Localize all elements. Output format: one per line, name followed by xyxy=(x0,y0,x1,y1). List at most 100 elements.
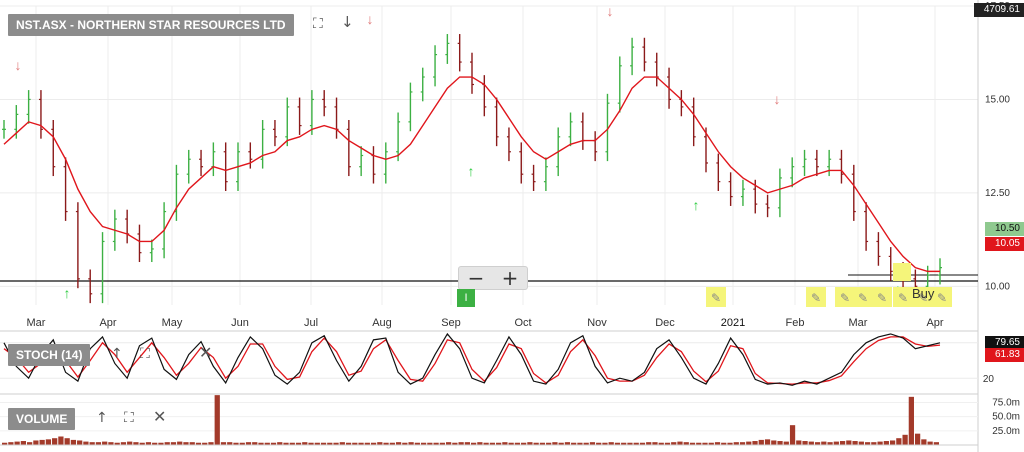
expand-icon[interactable]: ⛶ xyxy=(124,410,134,426)
volume-bar xyxy=(652,442,658,445)
volume-bar xyxy=(671,442,677,445)
y-tick-label: 15.00 xyxy=(985,94,1010,105)
volume-bar xyxy=(383,442,389,445)
last-price-tag: 10.50 xyxy=(984,222,1024,236)
volume-bar xyxy=(796,440,802,445)
volume-bar xyxy=(458,442,464,445)
chart-title: NST.ASX - NORTHERN STAR RESOURCES LTD xyxy=(8,14,294,36)
volume-bar xyxy=(120,442,127,445)
volume-bar xyxy=(364,442,370,445)
volume-bar xyxy=(308,442,314,445)
volume-bar xyxy=(127,441,133,445)
marker-i[interactable]: I xyxy=(457,289,475,307)
volume-bar xyxy=(83,441,89,445)
x-tick-label: Oct xyxy=(514,317,531,329)
expand-icon[interactable]: ⛶ xyxy=(140,346,150,362)
x-tick-label: Jun xyxy=(231,317,249,329)
x-tick-label: Dec xyxy=(655,317,675,329)
pencil-icon xyxy=(893,287,913,307)
volume-bar xyxy=(270,442,277,445)
volume-bar xyxy=(883,441,889,445)
volume-bar xyxy=(358,442,364,445)
volume-bar xyxy=(339,442,345,445)
volume-bar xyxy=(533,442,539,445)
price-panel-bg xyxy=(0,6,978,305)
volume-bar xyxy=(152,442,158,445)
volume-y-label: 25.0m xyxy=(992,426,1020,437)
volume-bar xyxy=(402,442,408,445)
x-tick-label: Sep xyxy=(441,317,461,329)
volume-bar xyxy=(727,442,733,445)
volume-bar xyxy=(64,438,70,445)
volume-bar xyxy=(802,441,808,445)
volume-bar xyxy=(627,442,633,445)
volume-bar xyxy=(20,441,27,445)
volume-bar xyxy=(658,442,664,445)
volume-y-label: 75.0m xyxy=(992,398,1020,409)
pencil-glyph: ✎ xyxy=(858,291,868,305)
volume-bar xyxy=(233,442,239,445)
volume-bar xyxy=(577,442,583,445)
stoch-k-line xyxy=(3,332,941,386)
volume-bar xyxy=(921,439,927,445)
volume-bar xyxy=(214,395,220,445)
volume-bar xyxy=(708,442,714,445)
volume-bar xyxy=(602,442,608,445)
volume-bar xyxy=(208,442,214,445)
arrow-up-icon: ↑ xyxy=(468,163,475,179)
volume-bar xyxy=(621,442,627,445)
volume-bar xyxy=(427,442,433,445)
zoom-out-icon[interactable]: − xyxy=(467,266,485,290)
volume-bar xyxy=(245,442,252,445)
volume-bar xyxy=(571,442,577,445)
volume-bar xyxy=(527,442,533,445)
volume-bar xyxy=(546,442,552,445)
volume-bar xyxy=(933,442,939,445)
volume-bar xyxy=(552,442,558,445)
x-tick-label: Apr xyxy=(926,317,943,329)
volume-bar xyxy=(846,440,852,445)
volume-bar xyxy=(314,442,320,445)
volume-bar xyxy=(721,442,727,445)
volume-bar xyxy=(858,441,864,445)
zoom-controls: − + xyxy=(458,266,528,290)
volume-bar xyxy=(914,433,921,445)
pencil-icon xyxy=(706,287,726,307)
zoom-in-icon[interactable]: + xyxy=(501,266,519,290)
close-icon[interactable]: ✕ xyxy=(199,343,213,362)
volume-bar xyxy=(283,442,289,445)
volume-bar xyxy=(471,442,477,445)
pencil-glyph: ✎ xyxy=(898,291,908,305)
stoch-title: STOCH (14) xyxy=(8,344,91,366)
volume-bar xyxy=(27,442,33,445)
volume-bar xyxy=(758,439,764,445)
volume-bar xyxy=(877,441,883,445)
expand-icon[interactable]: ⛶ xyxy=(313,16,323,32)
buy-label: Buy xyxy=(912,286,935,301)
volume-bar xyxy=(414,442,420,445)
arrow-up-icon[interactable]: ↑ xyxy=(96,410,108,426)
volume-bar xyxy=(108,442,114,445)
volume-bar xyxy=(664,442,671,445)
volume-bar xyxy=(158,442,164,445)
pencil-glyph: ✎ xyxy=(918,291,928,305)
volume-bar xyxy=(539,442,546,445)
stoch-d-tag: 61.83 xyxy=(984,348,1024,362)
volume-bar xyxy=(746,441,752,445)
volume-bar xyxy=(45,439,52,445)
close-icon[interactable]: ✕ xyxy=(153,407,167,426)
volume-bar xyxy=(789,425,796,445)
volume-bar xyxy=(852,441,858,445)
arrow-down-icon: ↓ xyxy=(774,91,781,107)
pencil-icon xyxy=(806,287,826,307)
volume-bar xyxy=(420,442,427,445)
chevron-down-icon[interactable]: ↓ xyxy=(341,13,354,31)
arrow-up-icon[interactable]: ↑ xyxy=(111,346,123,362)
volume-bar xyxy=(496,442,502,445)
volume-bar xyxy=(258,442,264,445)
volume-bar xyxy=(252,442,258,445)
volume-bar xyxy=(2,442,8,445)
volume-y-label: 50.0m xyxy=(992,412,1020,423)
stoch-k-tag: 79.65 xyxy=(984,336,1024,350)
volume-bar xyxy=(833,441,839,445)
